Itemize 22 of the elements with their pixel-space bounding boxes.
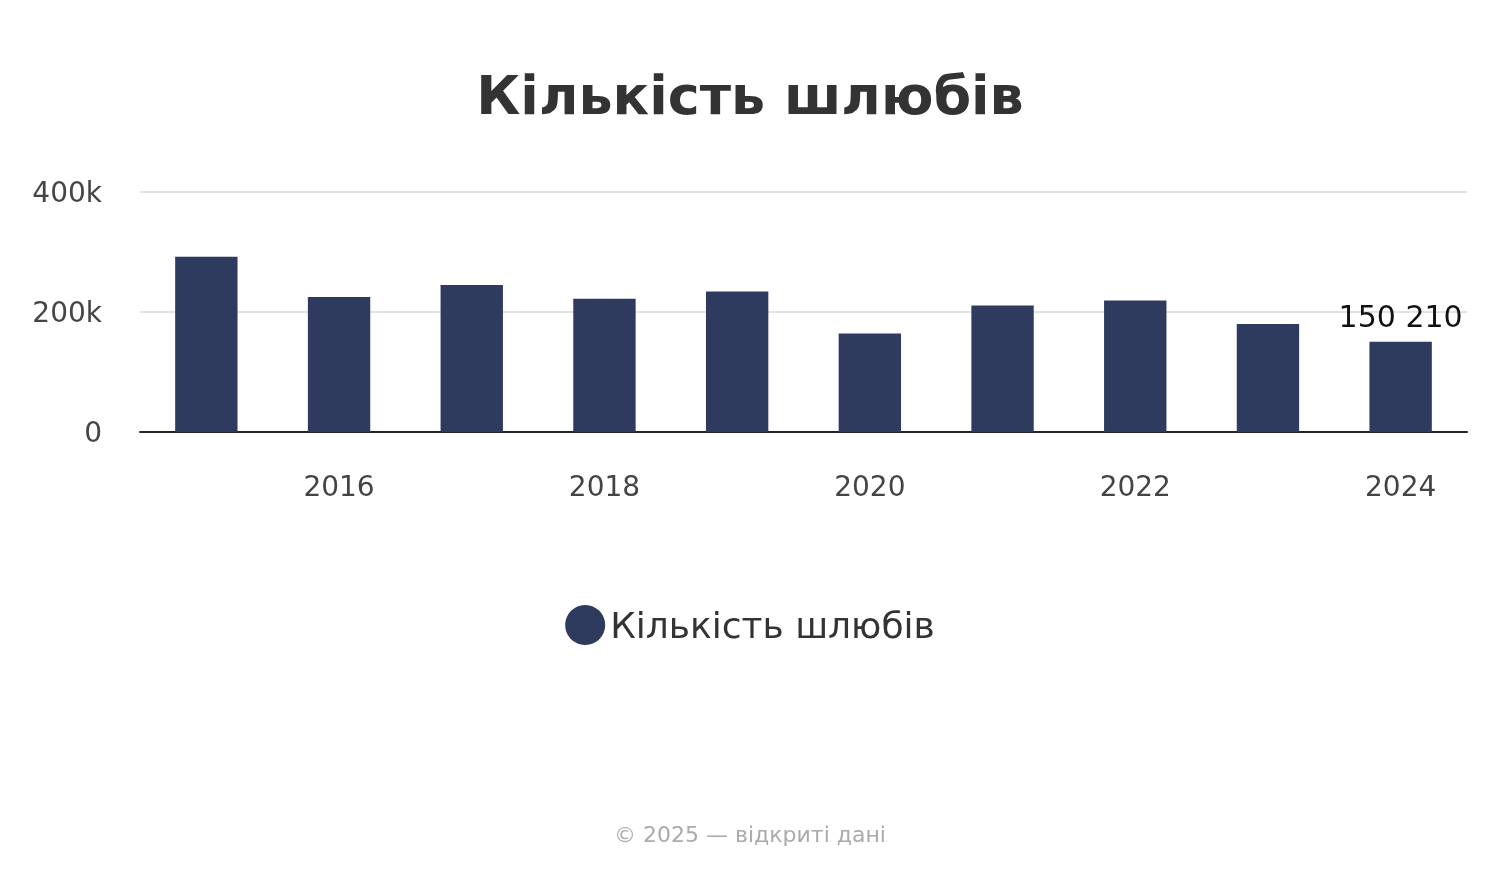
- bar: [971, 305, 1034, 432]
- y-tick-label: 200k: [32, 295, 103, 329]
- bar: [838, 333, 902, 432]
- bar: [1104, 300, 1167, 432]
- bar: [440, 285, 503, 432]
- bar: [705, 291, 769, 432]
- bar: [1369, 341, 1432, 432]
- bar: [307, 297, 371, 432]
- x-tick-label: 2020: [834, 469, 906, 503]
- text: © 2025 — відкриті дані: [614, 821, 886, 847]
- x-tick-label: 2022: [1099, 469, 1171, 503]
- chart-title: Кількість шлюбів: [476, 63, 1024, 127]
- bar: [573, 298, 636, 432]
- y-tick-label: 400k: [32, 175, 103, 209]
- y-tick-label: 0: [84, 415, 102, 449]
- x-tick-label: 2016: [303, 469, 375, 503]
- bar: [1236, 324, 1300, 432]
- legend-label: Кількість шлюбів: [610, 604, 935, 646]
- x-tick-label: 2024: [1365, 469, 1437, 503]
- data-label: 150 210: [1338, 299, 1463, 335]
- x-tick-label: 2018: [568, 469, 641, 503]
- bar: [175, 256, 238, 432]
